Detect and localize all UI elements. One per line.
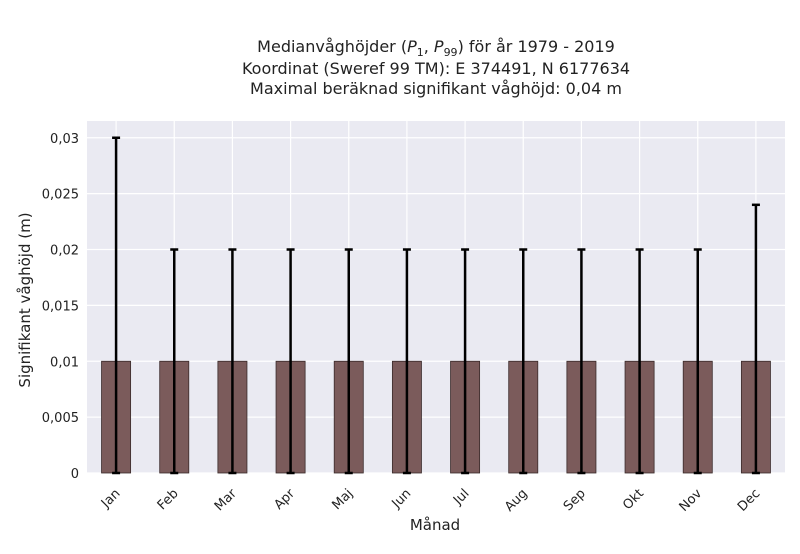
- x-tick-labels: Jan Feb Mar Apr Maj Jun Jul Aug Sep Okt Nov Dec: [98, 486, 763, 515]
- error-bar-feb: [170, 248, 179, 475]
- x-tick-label: Jun: [389, 486, 415, 512]
- error-bar-apr: [286, 248, 295, 475]
- chart-title-line-1: Medianvåghöjder (P1, P99) för år 1979 - …: [257, 37, 615, 59]
- x-tick-label: Nov: [677, 486, 706, 515]
- x-tick-label: Feb: [155, 486, 182, 513]
- y-tick-labels: 0 0,005 0,01 0,015 0,02 0,025 0,03: [42, 132, 79, 482]
- error-bar-nov: [693, 248, 702, 475]
- x-tick-label: Okt: [620, 486, 647, 513]
- error-bar-dec: [751, 203, 760, 475]
- y-tick-label: 0,015: [42, 299, 79, 314]
- y-axis-label: Signifikant våghöjd (m): [16, 212, 34, 387]
- x-tick-label: Mar: [212, 486, 240, 514]
- x-tick-label: Jul: [450, 486, 472, 508]
- x-tick-label: Maj: [329, 486, 356, 513]
- chart-title-line-2: Koordinat (Sweref 99 TM): E 374491, N 61…: [242, 59, 630, 78]
- error-bar-jul: [461, 248, 470, 475]
- y-tick-label: 0,025: [42, 188, 79, 203]
- x-tick-label: Apr: [271, 486, 298, 513]
- x-tick-label: Jan: [98, 486, 123, 511]
- error-bars: [112, 136, 760, 475]
- error-bar-maj: [344, 248, 353, 475]
- y-tick-label: 0,03: [50, 132, 79, 147]
- error-bar-aug: [519, 248, 528, 475]
- y-tick-label: 0,005: [42, 411, 79, 426]
- error-bar-okt: [635, 248, 644, 475]
- error-bar-sep: [577, 248, 586, 475]
- x-tick-label: Aug: [502, 486, 531, 515]
- chart-title-line-3: Maximal beräknad signifikant våghöjd: 0,…: [250, 79, 622, 98]
- error-bar-jan: [112, 136, 121, 475]
- error-bar-mar: [228, 248, 237, 475]
- plot-area: [87, 121, 785, 473]
- error-bar-jun: [402, 248, 411, 475]
- y-tick-label: 0,01: [50, 355, 79, 370]
- y-tick-label: 0,02: [50, 244, 79, 259]
- x-tick-label: Dec: [735, 486, 763, 514]
- x-tick-label: Sep: [561, 486, 589, 514]
- x-axis-label: Månad: [410, 516, 460, 534]
- y-tick-label: 0: [71, 467, 79, 482]
